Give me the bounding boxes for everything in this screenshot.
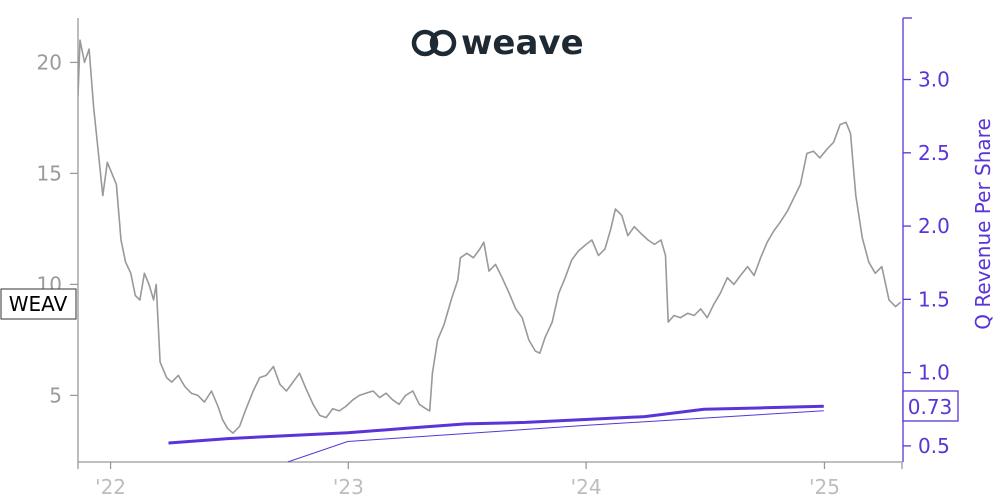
price-line [78,39,902,434]
right-y-ticks: 0.5 1.0 1.5 2.0 2.5 3.0 [903,68,950,458]
weave-logo-icon [411,29,457,57]
right-y-axis-label: Q Revenue Per Share [971,118,995,330]
right-y-tick-label: 2.0 [918,214,950,238]
last-value-label: 0.73 [908,395,953,419]
right-y-tick-label: 1.5 [918,287,950,311]
revenue-thin-line [287,410,824,462]
left-y-tick-label: 5 [49,383,62,407]
right-y-tick-label: 1.0 [918,361,950,385]
ticker-label-frame [0,288,77,320]
x-tick-label: '24 [571,475,602,499]
ticker-label: WEAV [9,292,68,316]
weave-logo: weave [411,23,584,63]
ticker-label-box: WEAV [0,288,77,320]
right-y-tick-label: 3.0 [918,68,950,92]
revenue-line [168,404,824,445]
x-tick-label: '22 [95,475,126,499]
x-tick-label: '25 [809,475,840,499]
left-y-tick-label: 15 [37,161,62,185]
x-tick-label: '23 [333,475,364,499]
x-axis-ticks: '22 '23 '24 '25 [77,462,903,499]
left-y-tick-label: 20 [37,50,62,74]
last-value-box: 0.73 [902,390,959,422]
right-y-tick-label: 0.5 [918,434,950,458]
last-value-frame [902,390,959,422]
series-layer [78,39,902,462]
right-y-tick-label: 2.5 [918,141,950,165]
weave-logo-text: weave [461,23,584,63]
